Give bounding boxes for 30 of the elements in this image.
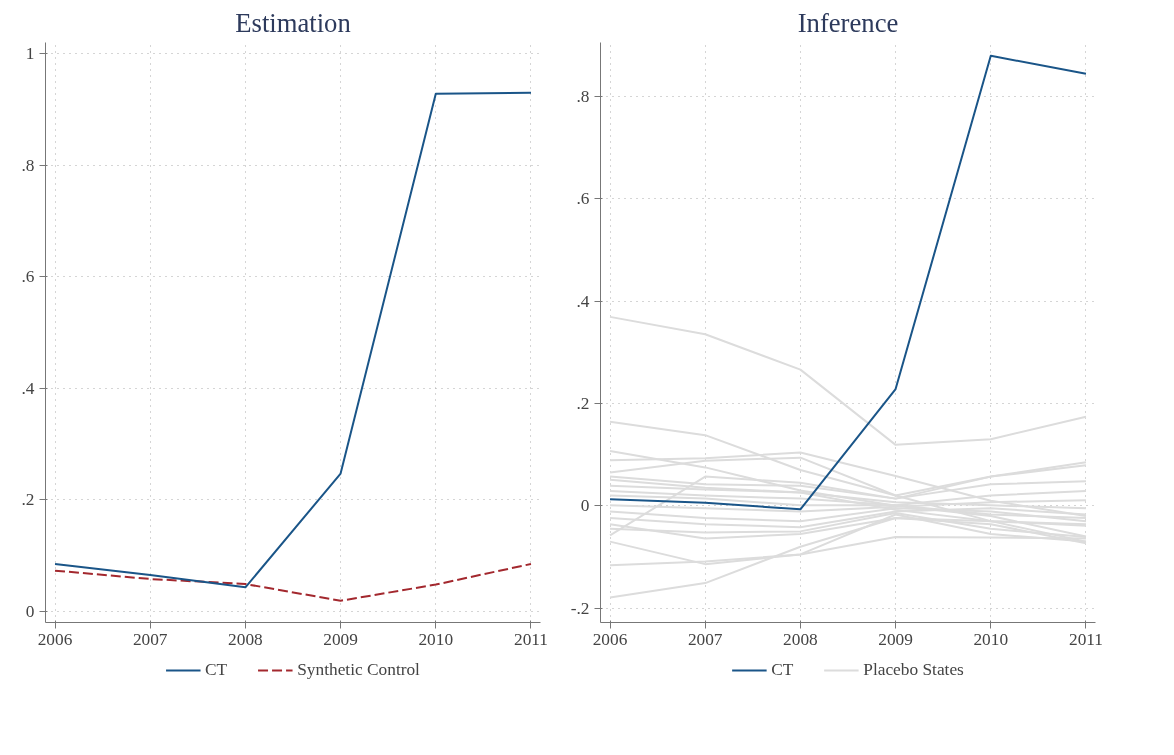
y-tick-label: .8 xyxy=(576,86,590,106)
x-tick-label: 2010 xyxy=(418,629,454,649)
y-tick-label: .2 xyxy=(576,393,590,413)
x-tick-label: 2011 xyxy=(1068,629,1103,649)
x-tick-label: 2007 xyxy=(687,629,723,649)
x-tick-label: 2009 xyxy=(323,629,358,649)
x-tick-label: 2008 xyxy=(228,629,263,649)
y-tick-label: .6 xyxy=(576,189,590,209)
chart-title: Inference xyxy=(797,7,899,38)
y-tick-label: 0 xyxy=(580,496,590,516)
x-tick-label: 2011 xyxy=(513,629,548,649)
x-tick-label: 2008 xyxy=(783,629,818,649)
legend-label: CT xyxy=(205,659,228,680)
y-tick-label: -.2 xyxy=(570,598,590,618)
legend-label: CT xyxy=(771,659,794,680)
x-tick-label: 2006 xyxy=(37,629,73,649)
x-tick-label: 2010 xyxy=(973,629,1009,649)
y-tick-label: .8 xyxy=(21,155,35,175)
legend-label: Placebo States xyxy=(863,659,964,680)
y-tick-label: .4 xyxy=(21,378,35,398)
x-tick-label: 2007 xyxy=(132,629,168,649)
y-tick-label: .4 xyxy=(576,291,590,311)
y-tick-label: 1 xyxy=(25,44,35,64)
x-tick-label: 2009 xyxy=(878,629,913,649)
x-tick-label: 2006 xyxy=(592,629,628,649)
legend-label: Synthetic Control xyxy=(297,659,420,680)
y-tick-label: 0 xyxy=(25,601,35,621)
chart-title: Estimation xyxy=(235,7,351,38)
y-tick-label: .2 xyxy=(21,490,35,510)
y-tick-label: .6 xyxy=(21,267,35,287)
